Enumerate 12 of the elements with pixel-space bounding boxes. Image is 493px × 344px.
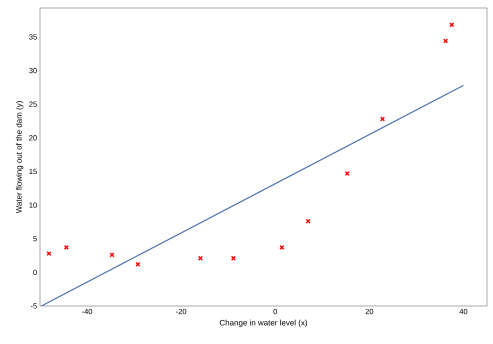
point (46, 250, 52, 256)
point (64, 244, 69, 250)
point (198, 256, 203, 261)
point (109, 252, 115, 258)
point (279, 244, 284, 250)
point (306, 218, 311, 224)
point (380, 116, 386, 122)
point (443, 38, 448, 44)
point (230, 256, 236, 261)
point (344, 170, 350, 176)
point (449, 22, 454, 28)
point (135, 262, 140, 267)
